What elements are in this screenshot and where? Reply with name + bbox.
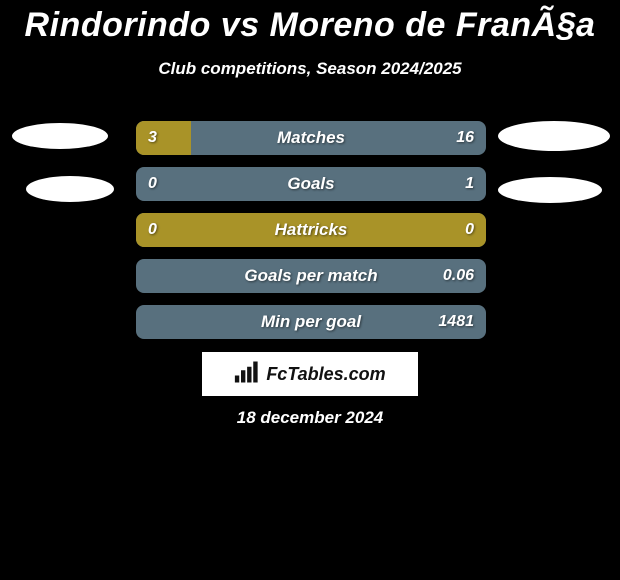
attribution-label: FcTables.com: [266, 364, 385, 385]
stat-value-right: 1481: [438, 313, 474, 331]
stat-label: Goals: [136, 174, 486, 194]
comparison-chart: Matches316Goals01Hattricks00Goals per ma…: [136, 121, 486, 351]
stat-row: Goals0 1: [136, 167, 486, 201]
stat-row: Goals per match0.06: [136, 259, 486, 293]
stat-label: Matches: [136, 128, 486, 148]
stat-value-left: 0: [148, 221, 157, 239]
stat-value-right: 0: [465, 221, 474, 239]
stat-value-right: 0.06: [443, 267, 474, 285]
page-title: Rindorindo vs Moreno de FranÃ§a: [0, 0, 620, 45]
player-pill-1: [26, 176, 114, 202]
stat-label: Goals per match: [136, 266, 486, 286]
stat-label: Min per goal: [136, 312, 486, 332]
player-pill-0: [12, 123, 108, 149]
stat-label: Hattricks: [136, 220, 486, 240]
attribution-badge[interactable]: FcTables.com: [202, 352, 418, 396]
stat-row: Min per goal1481: [136, 305, 486, 339]
date-label: 18 december 2024: [0, 408, 620, 428]
stat-value-right: 16: [456, 129, 474, 147]
stat-row: Hattricks0 0: [136, 213, 486, 247]
player-pill-3: [498, 177, 602, 203]
stat-row: Matches3 16: [136, 121, 486, 155]
subtitle: Club competitions, Season 2024/2025: [0, 59, 620, 79]
stat-value-left: 0: [148, 175, 157, 193]
stat-value-right: 1: [465, 175, 474, 193]
player-pill-2: [498, 121, 610, 151]
bars-icon: [234, 361, 262, 388]
stat-value-left: 3: [148, 129, 157, 147]
